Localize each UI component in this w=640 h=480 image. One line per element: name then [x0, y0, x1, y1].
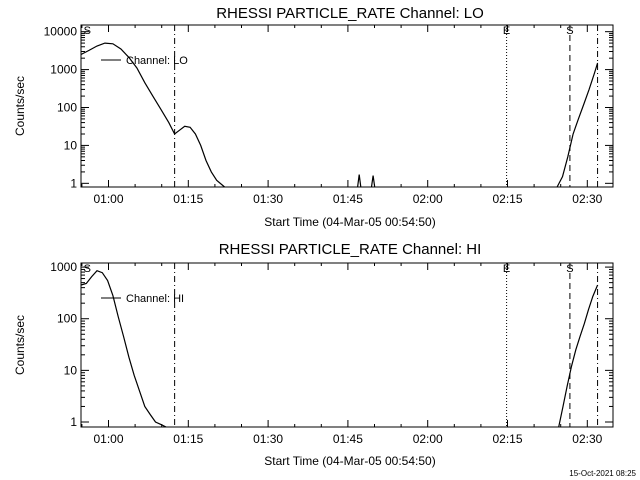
y-tick-label: 1000	[50, 63, 77, 77]
y-axis-label-lo: Counts/sec	[13, 76, 27, 136]
panel-lo: RHESSI PARTICLE_RATE Channel: LO Start T…	[13, 5, 614, 229]
y-tick-label: 10000	[44, 25, 78, 39]
series-line	[80, 269, 167, 428]
series-line	[558, 284, 599, 428]
y-tick-label: 10	[64, 363, 78, 377]
axis-ticks-lo: 01:00 01:15 01:30 01:45 02:00 02:15 02:30 1 10 10…	[44, 25, 613, 206]
x-tick-label: 01:00	[93, 192, 123, 206]
series-line	[370, 175, 376, 188]
legend-text-lo: Channel: LO	[126, 55, 188, 67]
y-tick-label: 1	[70, 176, 77, 190]
chart-title-lo: RHESSI PARTICLE_RATE Channel: LO	[216, 5, 484, 22]
marker-label: S	[84, 263, 91, 275]
x-axis-label-hi: Start Time (04-Mar-05 00:54:50)	[264, 454, 435, 468]
x-tick-label: 02:30	[572, 432, 602, 446]
x-tick-label: 02:30	[572, 192, 602, 206]
y-tick-label: 100	[57, 312, 77, 326]
y-tick-label: 100	[57, 101, 77, 115]
marker-label: S	[566, 25, 573, 37]
series-line	[556, 62, 599, 188]
x-axis-label-lo: Start Time (04-Mar-05 00:54:50)	[264, 215, 435, 229]
marker-label: E	[503, 25, 510, 37]
y-tick-label: 1000	[50, 260, 77, 274]
x-tick-label: 01:45	[333, 192, 363, 206]
x-tick-label: 01:00	[93, 432, 123, 446]
y-axis-label-hi: Counts/sec	[13, 315, 27, 375]
series-line	[80, 42, 225, 188]
panel-hi: RHESSI PARTICLE_RATE Channel: HI Start T…	[13, 241, 614, 468]
x-tick-label: 01:15	[173, 192, 203, 206]
x-tick-label: 02:15	[492, 192, 522, 206]
plot-frame-hi	[80, 262, 614, 428]
x-tick-label: 02:15	[492, 432, 522, 446]
series-group-hi	[80, 269, 599, 428]
x-tick-label: 01:30	[253, 432, 283, 446]
marker-label: S	[84, 25, 91, 37]
legend-text-hi: Channel: HI	[126, 293, 184, 305]
series-line	[357, 174, 362, 188]
y-tick-label: 1	[70, 415, 77, 429]
x-tick-label: 02:00	[413, 192, 443, 206]
x-tick-label: 02:00	[413, 432, 443, 446]
marker-label: E	[503, 263, 510, 275]
axis-ticks-hi: 01:00 01:15 01:30 01:45 02:00 02:15 02:30 1 10 10…	[50, 260, 613, 446]
chart-title-hi: RHESSI PARTICLE_RATE Channel: HI	[219, 241, 482, 258]
timestamp-stamp: 15-Oct-2021 08:25	[569, 469, 636, 478]
plot-frame-lo	[80, 24, 614, 188]
marker-label: S	[566, 263, 573, 275]
x-tick-label: 01:30	[253, 192, 283, 206]
x-tick-label: 01:45	[333, 432, 363, 446]
x-tick-label: 01:15	[173, 432, 203, 446]
y-tick-label: 10	[64, 138, 78, 152]
series-group-lo	[80, 42, 599, 188]
